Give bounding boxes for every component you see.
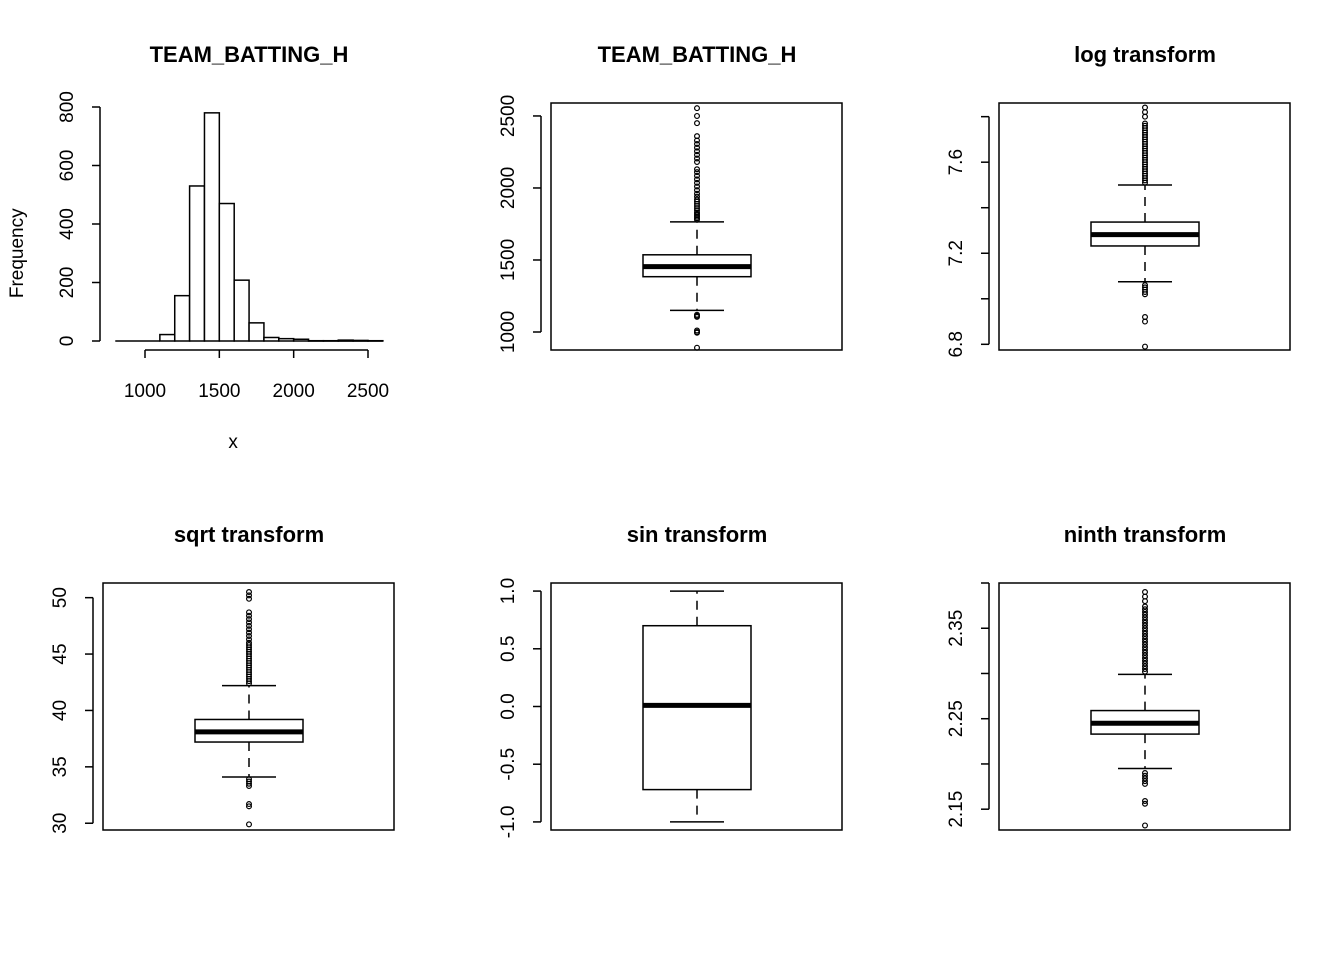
- histogram-bar: [234, 280, 249, 341]
- chart-title: sqrt transform: [174, 522, 324, 547]
- chart-title: TEAM_BATTING_H: [150, 42, 349, 67]
- y-tick-label: 45: [50, 643, 71, 664]
- y-tick-label: 2.35: [946, 610, 967, 647]
- y-tick-label: 2.25: [946, 700, 967, 737]
- y-tick-label: 2.15: [946, 791, 967, 828]
- histogram-bar: [279, 339, 294, 341]
- y-tick-label: 7.2: [946, 240, 967, 266]
- y-tick-label: 50: [50, 587, 71, 608]
- y-axis-label: Frequency: [7, 208, 28, 298]
- chart-title: TEAM_BATTING_H: [598, 42, 797, 67]
- histogram-bar: [294, 339, 309, 341]
- x-tick-label: 2500: [347, 381, 389, 402]
- x-axis-label: x: [228, 432, 238, 453]
- y-tick-label: 800: [57, 91, 78, 123]
- boxplot-panel: sin transform -1.0 -0.5 0.0 0.5 1.0: [498, 522, 842, 838]
- y-tick-label: 2000: [498, 167, 519, 209]
- outlier-point: [247, 822, 252, 827]
- chart-title: ninth transform: [1064, 522, 1227, 547]
- histogram-bar: [219, 204, 234, 341]
- histogram-panel: TEAM_BATTING_H 1000 1500 2000 2500 x 0 200 400 60…: [7, 42, 389, 453]
- y-tick-label: 40: [50, 700, 71, 721]
- boxplot-panel: log transform 6.8 7.2 7.6: [946, 42, 1290, 358]
- histogram-bar: [249, 323, 264, 341]
- y-tick-label: 200: [57, 267, 78, 299]
- outlier-point: [1143, 823, 1148, 828]
- y-tick-label: 0: [57, 336, 78, 347]
- y-tick-label: 400: [57, 208, 78, 240]
- outlier-point: [247, 590, 252, 595]
- histogram-bar: [175, 296, 190, 341]
- outlier-point: [695, 121, 700, 126]
- x-tick-label: 2000: [273, 381, 315, 402]
- outlier-point: [695, 106, 700, 111]
- y-tick-label: -1.0: [498, 806, 519, 839]
- x-tick-label: 1500: [198, 381, 240, 402]
- chart-title: sin transform: [627, 522, 768, 547]
- y-tick-label: 35: [50, 756, 71, 777]
- histogram-bar: [160, 335, 175, 341]
- y-tick-label: 1.0: [498, 578, 519, 604]
- outlier-point: [1143, 344, 1148, 349]
- boxplot-panel: sqrt transform 30 35 40 45 50: [50, 522, 394, 834]
- outlier-point: [247, 610, 252, 615]
- y-tick-label: 7.6: [946, 149, 967, 175]
- histogram-bar: [190, 186, 205, 341]
- y-tick-label: 0.0: [498, 693, 519, 719]
- y-tick-label: 600: [57, 150, 78, 182]
- boxplot-panel: ninth transform 2.15 2.25 2.35: [946, 522, 1290, 830]
- x-tick-label: 1000: [124, 381, 166, 402]
- y-tick-label: 1000: [498, 311, 519, 353]
- y-tick-label: 30: [50, 813, 71, 834]
- outlier-point: [695, 114, 700, 119]
- chart-title: log transform: [1074, 42, 1216, 67]
- boxplot-panel: TEAM_BATTING_H 1000 1500 2000 2500: [498, 42, 842, 353]
- y-tick-label: -0.5: [498, 748, 519, 781]
- histogram-bar: [204, 113, 219, 341]
- y-tick-label: 2500: [498, 95, 519, 137]
- y-tick-label: 6.8: [946, 331, 967, 357]
- y-tick-label: 1500: [498, 239, 519, 281]
- histogram-bar: [264, 337, 279, 341]
- y-tick-label: 0.5: [498, 636, 519, 662]
